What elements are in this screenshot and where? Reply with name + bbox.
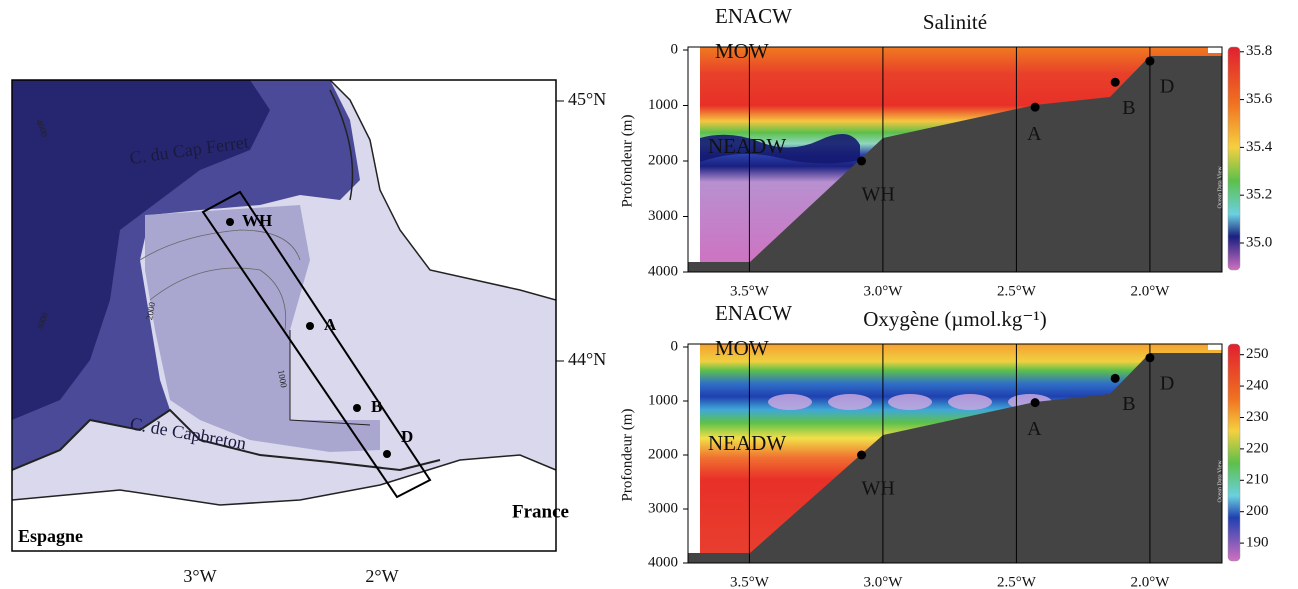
y-tick-label: 0 (671, 41, 679, 57)
x-tick-label: 3.5°W (730, 574, 770, 589)
station (1145, 353, 1155, 363)
map-station-label: D (401, 427, 413, 446)
y-tick-label: 0 (671, 338, 679, 354)
colorbar-label: 200 (1246, 503, 1269, 519)
y-tick-label: 3000 (648, 500, 678, 516)
place-label: Espagne (18, 526, 83, 546)
water-mass-label: NEADW (708, 431, 786, 455)
station-label: A (1027, 418, 1042, 440)
colorbar-label: 190 (1246, 535, 1269, 551)
y-tick-label: 2000 (648, 152, 678, 168)
map-station-label: WH (242, 211, 272, 230)
colorbar-label: 35.4 (1246, 139, 1273, 155)
x-tick-label: 3.5°W (730, 283, 770, 299)
section-plot: 3.5°W 3.0°W 2.5°W 2.0°W 0 1000 2000 3000 4000 Sal… (619, 4, 1272, 300)
map-station-label: A (324, 315, 337, 334)
sections: 3.5°W 3.0°W 2.5°W 2.0°W01000200030004000Sal… (619, 4, 1272, 589)
lon-label: 2°W (365, 566, 398, 586)
x-tick-label: 3.0°W (863, 574, 903, 589)
isobath-label: 1000 (276, 369, 289, 389)
blank-margin (1208, 47, 1222, 53)
map-station-label: B (371, 397, 382, 416)
colorbar-label: 35.2 (1246, 187, 1272, 203)
blank-margin (688, 47, 700, 263)
x-tick-label: 2.0°W (1130, 283, 1170, 299)
map-station (383, 450, 391, 458)
map-frame (11, 79, 557, 552)
colorbar-label: 240 (1246, 378, 1269, 394)
x-tick-label: 2.0°W (1130, 574, 1170, 589)
credit: Ocean Data View (1217, 166, 1223, 209)
lat-label: 44°N (568, 349, 606, 369)
field-eddy (768, 394, 812, 410)
y-tick-label: 4000 (648, 263, 678, 279)
credit: Ocean Data View (1217, 460, 1223, 503)
field-eddy (828, 394, 872, 410)
water-mass-label: NEADW (708, 134, 786, 158)
isobath-label: 2000 (144, 301, 157, 321)
station-label: A (1027, 123, 1042, 145)
section-title: Salinité (923, 10, 987, 34)
y-tick-label: 1000 (648, 392, 678, 408)
station (857, 450, 867, 460)
station (1110, 373, 1120, 383)
x-tick-label: 2.5°W (997, 574, 1037, 589)
y-tick-label: 1000 (648, 97, 678, 113)
map-station (353, 404, 361, 412)
station-label: D (1160, 76, 1174, 98)
station-label: B (1122, 97, 1135, 119)
station (857, 156, 867, 166)
bathymetry-map (12, 80, 556, 551)
colorbar-label: 35.6 (1246, 91, 1273, 107)
seafloor (688, 353, 1222, 563)
water-mass-label: ENACW (715, 4, 792, 28)
colorbar-label: 250 (1246, 346, 1269, 362)
y-axis-label: Profondeur (m) (619, 115, 635, 208)
blank-margin (1208, 344, 1222, 350)
seafloor (688, 56, 1222, 272)
plot-frame (687, 343, 1223, 564)
colorbar-label: 230 (1246, 409, 1269, 425)
water-mass-label: MOW (715, 39, 769, 63)
colorbar (1227, 46, 1241, 271)
field-eddy (888, 394, 932, 410)
plot-frame (687, 46, 1223, 273)
station-label: WH (862, 184, 895, 206)
station (1030, 398, 1040, 408)
station (1110, 77, 1120, 87)
map-station (306, 322, 314, 330)
plot-area (688, 47, 1222, 272)
station (1030, 102, 1040, 112)
section-title: Oxygène (µmol.kg⁻¹) (863, 307, 1046, 331)
y-tick-label: 2000 (648, 446, 678, 462)
field-wave (700, 134, 860, 164)
colorbar-label: 35.0 (1246, 234, 1272, 250)
lon-label: 3°W (183, 566, 216, 586)
plot-area (688, 344, 1222, 563)
y-axis-label: Profondeur (m) (619, 409, 635, 502)
station-label: WH (862, 478, 895, 500)
field-eddy (948, 394, 992, 410)
colorbar (1227, 343, 1241, 562)
blank-margin (688, 344, 700, 554)
colorbar-label: 220 (1246, 440, 1269, 456)
water-mass-label: ENACW (715, 301, 792, 325)
x-tick-label: 2.5°W (997, 283, 1037, 299)
map-station (226, 218, 234, 226)
section-plot: 3.5°W 3.0°W 2.5°W 2.0°W 0 1000 2000 3000 4000 Oxy… (619, 301, 1268, 589)
station-label: B (1122, 393, 1135, 415)
x-tick-label: 3.0°W (863, 283, 903, 299)
station (1145, 56, 1155, 66)
lat-label: 45°N (568, 89, 606, 109)
colorbar-label: 210 (1246, 472, 1269, 488)
place-label: France (512, 501, 569, 522)
water-mass-label: MOW (715, 336, 769, 360)
y-tick-label: 3000 (648, 208, 678, 224)
colorbar-label: 35.8 (1246, 43, 1272, 59)
station-label: D (1160, 372, 1174, 394)
y-tick-label: 4000 (648, 554, 678, 570)
